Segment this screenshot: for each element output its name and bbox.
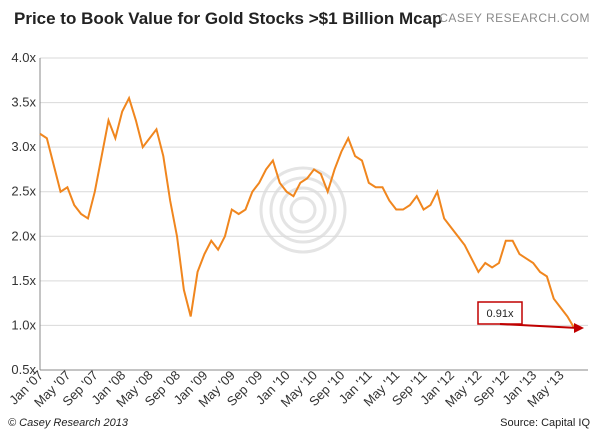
y-tick-label: 3.0x: [11, 139, 36, 154]
footer-left: © Casey Research 2013: [8, 417, 129, 429]
chart-title: Price to Book Value for Gold Stocks >$1 …: [14, 9, 442, 28]
y-tick-label: 4.0x: [11, 50, 36, 65]
line: [39, 95, 576, 329]
footer-right: Source: Capital IQ: [500, 417, 590, 429]
y-tick-label: 3.5x: [11, 95, 36, 110]
annotation: 0.91x: [487, 308, 514, 320]
y-tick-label: 2.0x: [11, 228, 36, 243]
watermark: [259, 166, 347, 254]
y-tick-label: 2.5x: [11, 184, 36, 199]
annotation-arrow: [499, 323, 579, 329]
y-tick-label: 1.5x: [11, 273, 36, 288]
logo: CASEY RESEARCH.COM: [439, 11, 590, 25]
y-tick-label: 0.5x: [11, 362, 36, 377]
y-tick-label: 1.0x: [11, 317, 36, 332]
annotation-arrowhead: [574, 323, 584, 333]
